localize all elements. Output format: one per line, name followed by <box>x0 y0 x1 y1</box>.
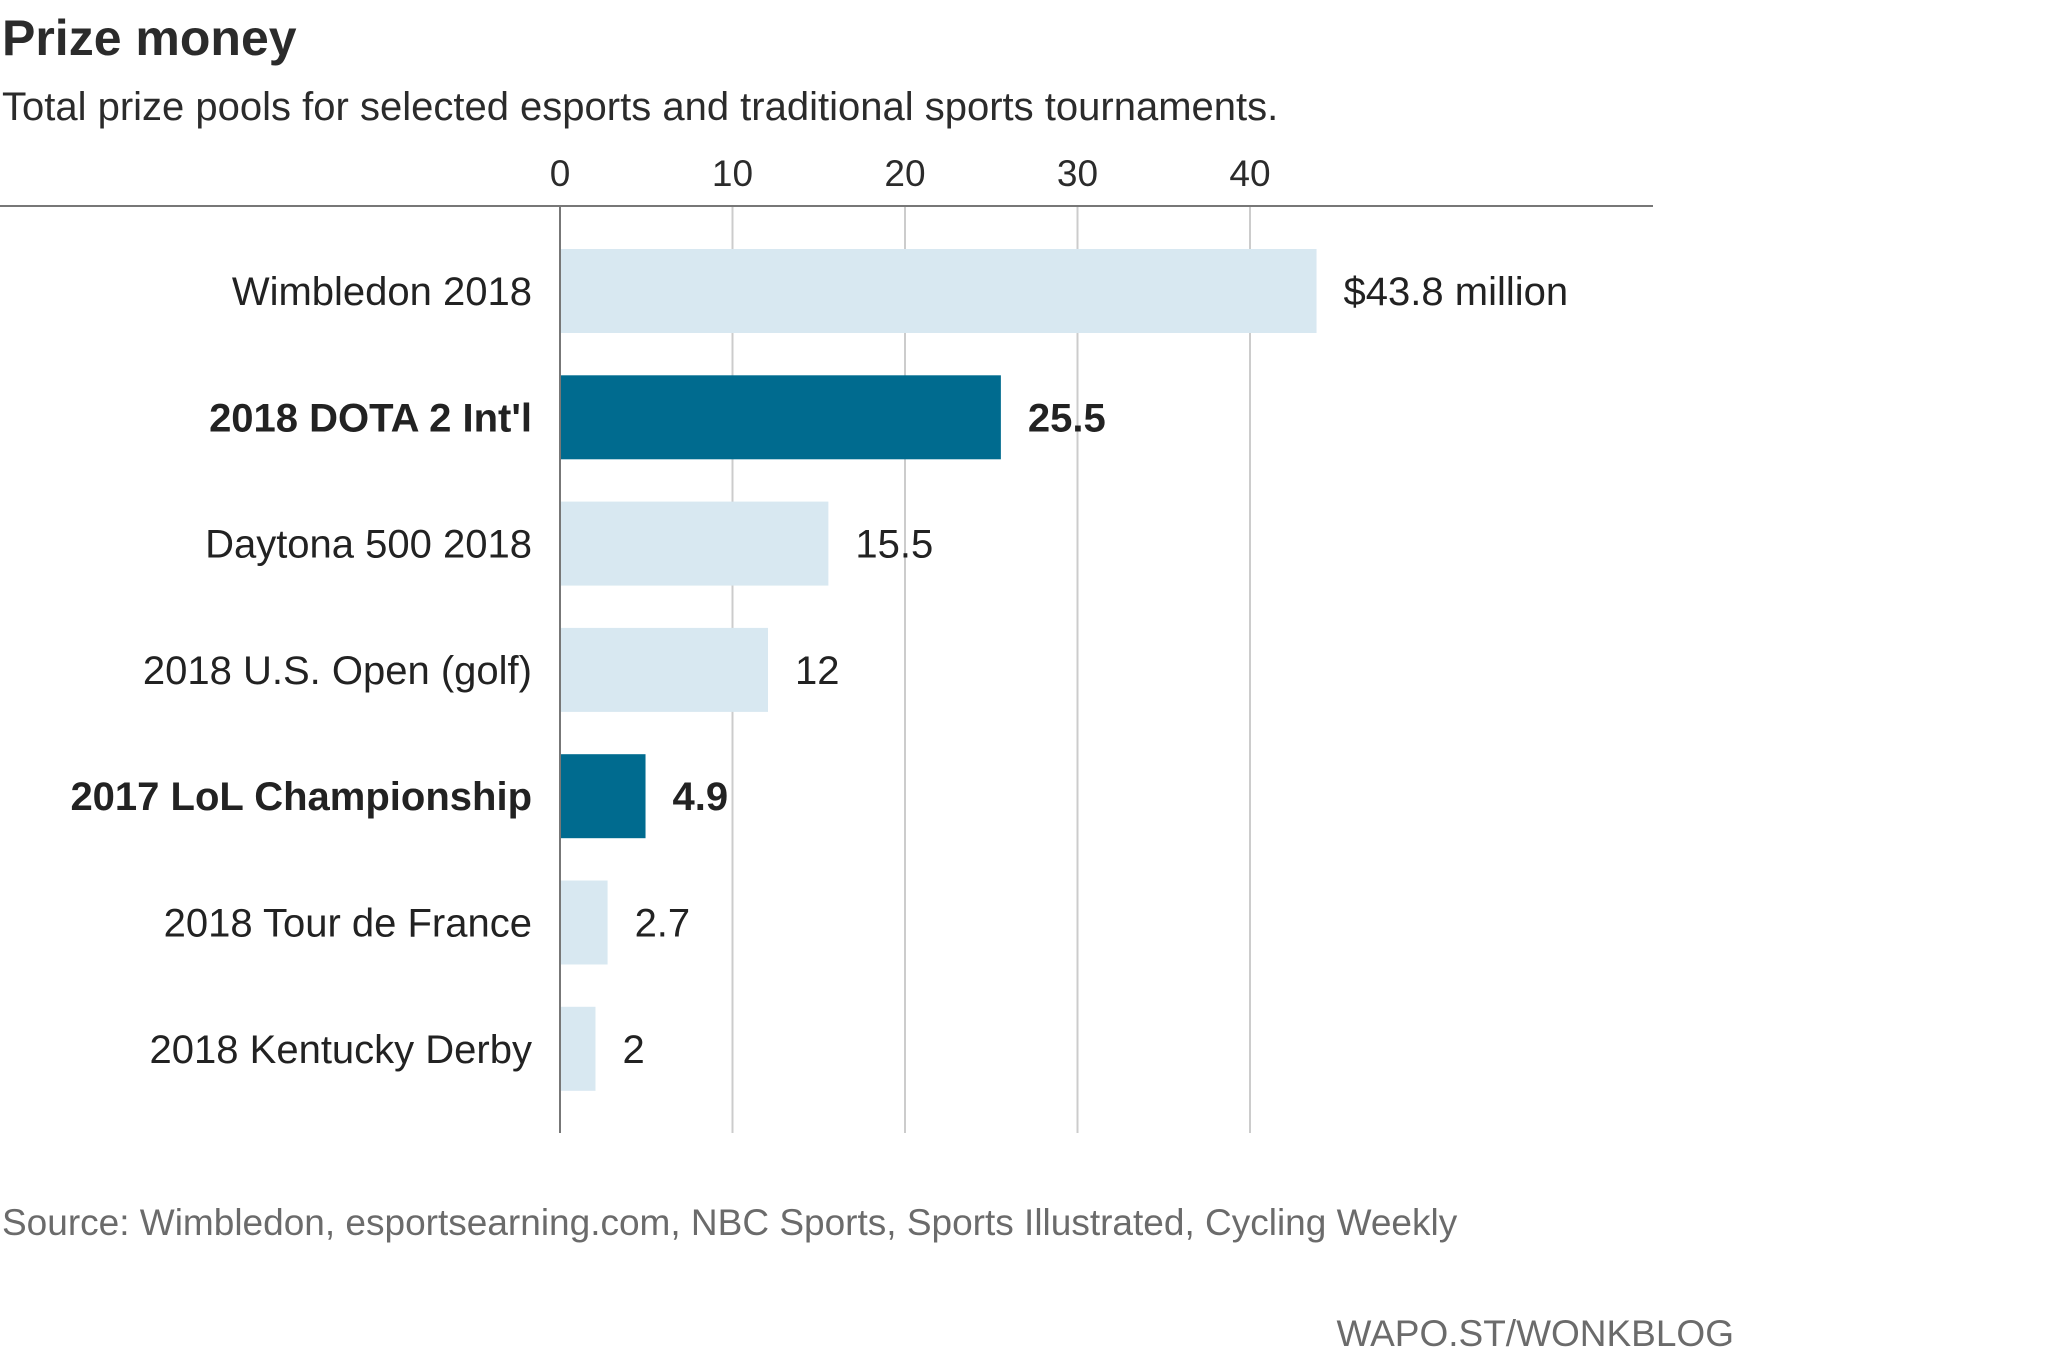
value-label: 2 <box>623 1028 645 1072</box>
bars <box>561 249 1317 1091</box>
category-label: 2017 LoL Championship <box>70 775 532 819</box>
value-label: 25.5 <box>1028 396 1106 440</box>
x-tick-label: 40 <box>1229 153 1270 194</box>
chart-subtitle: Total prize pools for selected esports a… <box>2 85 1279 129</box>
category-label: Daytona 500 2018 <box>205 523 532 567</box>
bar <box>561 1006 596 1091</box>
credit: WAPO.ST/WONKBLOG <box>1336 1313 1734 1354</box>
bar <box>561 880 608 965</box>
category-label: Wimbledon 2018 <box>232 270 532 314</box>
chart-title: Prize money <box>2 10 297 66</box>
bar <box>561 249 1317 333</box>
x-tick-label: 30 <box>1057 153 1098 194</box>
value-label: $43.8 million <box>1344 270 1569 314</box>
category-label: 2018 Tour de France <box>164 902 532 946</box>
bar <box>561 627 768 712</box>
x-tick-label: 10 <box>712 153 753 194</box>
bar <box>561 754 646 839</box>
value-label: 2.7 <box>635 902 691 946</box>
source-note: Source: Wimbledon, esportsearning.com, N… <box>2 1202 1458 1243</box>
value-label: 15.5 <box>855 523 933 567</box>
category-label: 2018 DOTA 2 Int'l <box>209 396 532 440</box>
category-label: 2018 U.S. Open (golf) <box>143 649 532 693</box>
bar <box>561 501 829 586</box>
bar <box>561 375 1001 460</box>
category-label: 2018 Kentucky Derby <box>150 1028 532 1072</box>
x-tick-label: 0 <box>550 153 571 194</box>
x-tick-label: 20 <box>884 153 925 194</box>
value-label: 12 <box>795 649 840 693</box>
labels: 0 10 20 30 40 Wimbledon 2018 $43.8 million 2018… <box>70 153 1568 1072</box>
value-label: 4.9 <box>673 775 729 819</box>
